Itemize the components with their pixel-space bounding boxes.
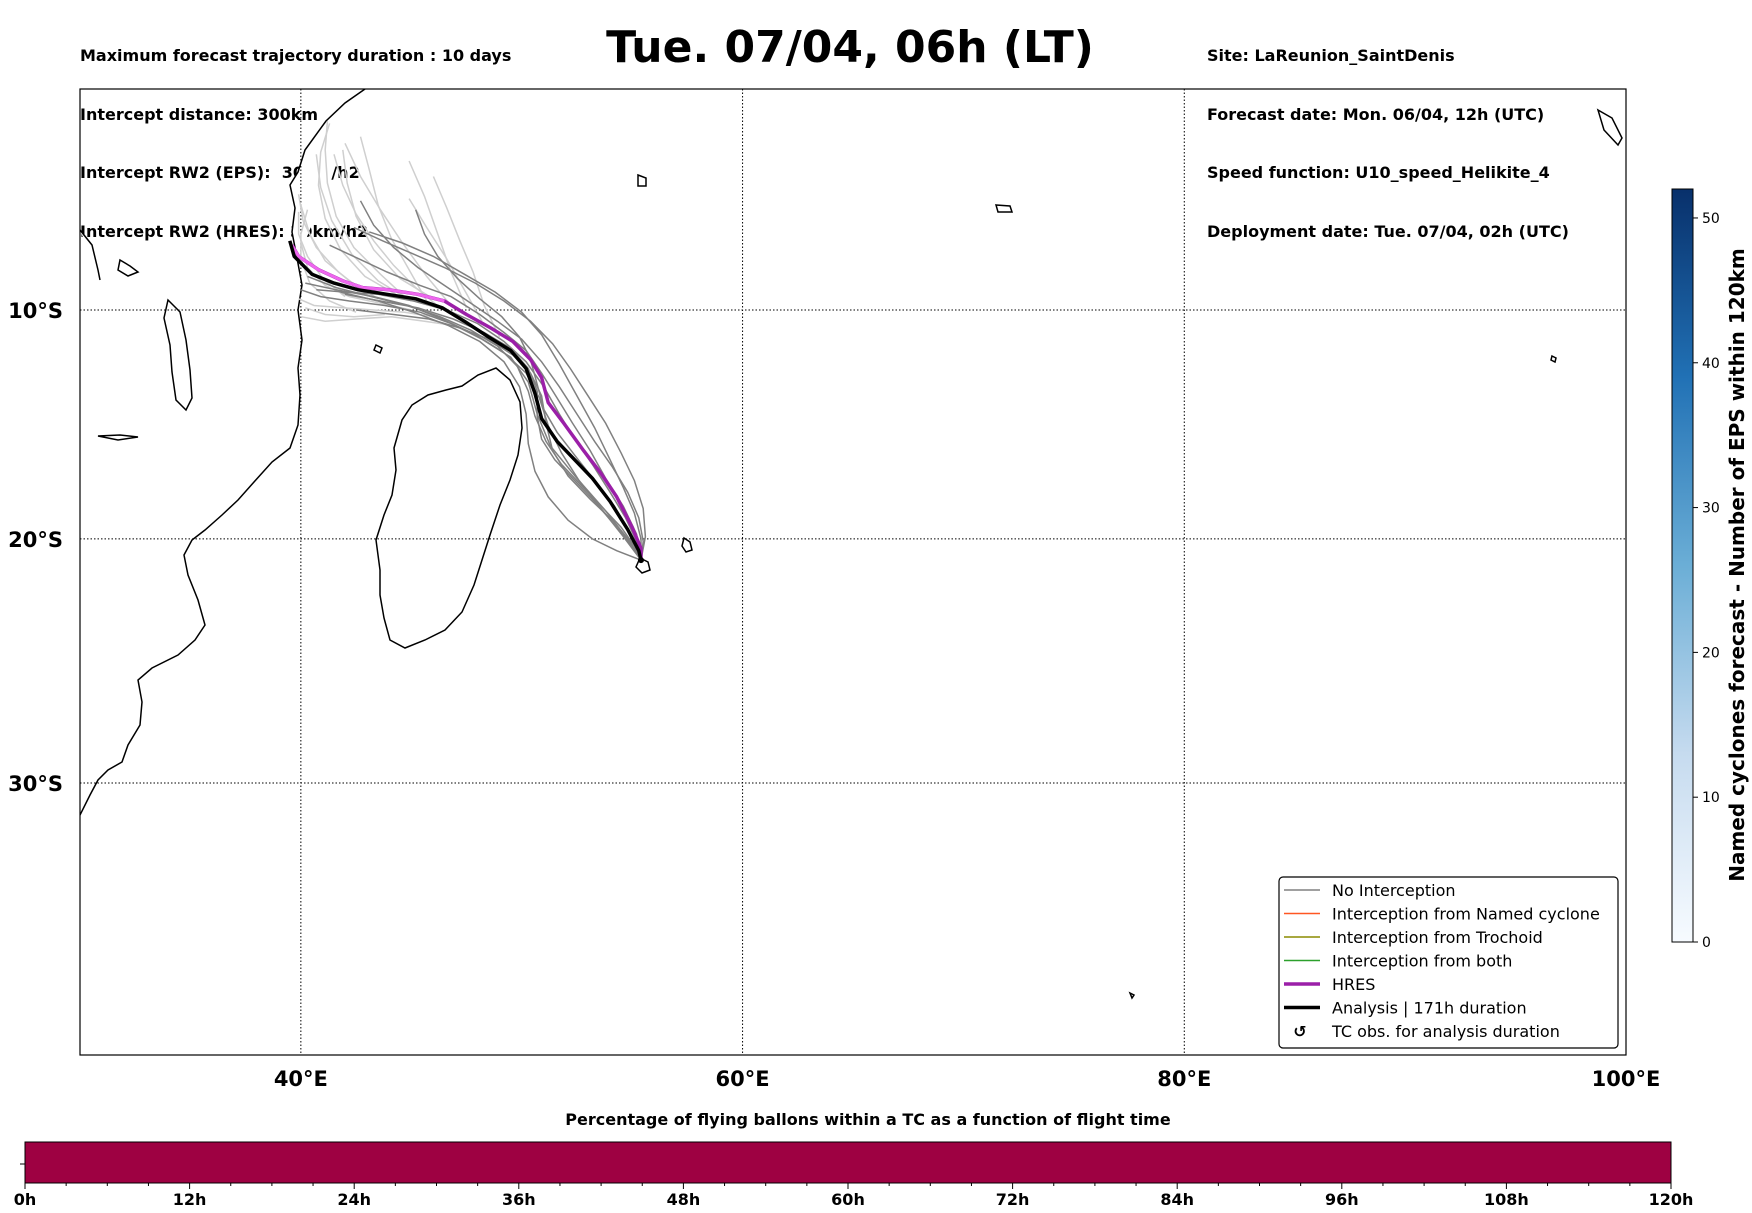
ensemble-faded-track [300, 209, 357, 313]
colorbar-gradient [1671, 188, 1694, 943]
ensemble-faded-track [317, 123, 397, 295]
flight-time-tick-label: 12h [173, 1190, 207, 1209]
ensemble-faded-track [344, 142, 452, 306]
comoros-island [373, 343, 383, 355]
ensemble-no-interception-track [353, 226, 647, 561]
x-tick-label: 40°E [274, 1067, 328, 1091]
ensemble-faded-track [359, 136, 428, 302]
ensemble-faded-track [300, 315, 456, 327]
legend: No Interception Interception from Named c… [1278, 876, 1619, 1049]
ensemble-faded-track [342, 149, 434, 300]
flight-time-tick-label: 36h [502, 1190, 536, 1209]
colorbar-label: Named cyclones forecast - Number of EPS … [1725, 248, 1749, 882]
colorbar-tick-label: 50 [1702, 211, 1720, 227]
trajectories [288, 121, 647, 564]
legend-box [1278, 876, 1619, 1049]
legend-entry-label: No Interception [1332, 881, 1456, 900]
flight-time-title: Percentage of flying ballons within a TC… [565, 1110, 1171, 1129]
legend-swatch-marker: ↺ [1293, 1022, 1306, 1041]
flight-time-tick-label: 48h [667, 1190, 701, 1209]
colorbar-tick-label: 0 [1702, 935, 1711, 951]
island-chagos [994, 204, 1014, 213]
legend-entry-label: Interception from Trochoid [1332, 928, 1543, 947]
island-east [1550, 354, 1557, 364]
legend-entry-label: TC obs. for analysis duration [1331, 1022, 1560, 1041]
flight-time-tick-label: 108h [1484, 1190, 1529, 1209]
legend-entry-label: HRES [1332, 975, 1375, 994]
lake-outline-2 [117, 258, 140, 277]
ensemble-faded-track [315, 154, 412, 302]
info-line: Deployment date: Tue. 07/04, 02h (UTC) [1207, 221, 1569, 241]
legend-entry-label: Interception from both [1332, 952, 1512, 971]
seychelles-island [637, 173, 647, 187]
hres-track-tail [290, 244, 445, 303]
ensemble-no-interception-track [307, 275, 642, 561]
lake-outline [163, 298, 193, 412]
flight-time-tick-label: 24h [337, 1190, 371, 1209]
info-line: Speed function: U10_speed_Helikite_4 [1207, 163, 1550, 182]
flight-time-tick-label: 120h [1649, 1190, 1694, 1209]
ensemble-faded-track [408, 160, 468, 309]
y-tick-label: 30°S [8, 772, 63, 796]
flight-time-colorbar [24, 1141, 1672, 1184]
africa-coastline [80, 89, 366, 816]
ensemble-faded-track [297, 194, 368, 295]
colorbar-tick-label: 40 [1702, 356, 1720, 372]
flight-time-tick-label: 96h [1325, 1190, 1359, 1209]
ensemble-faded-track [298, 298, 434, 318]
info-line: Maximum forecast trajectory duration : 1… [80, 46, 512, 65]
launch-site-marker [637, 557, 644, 564]
map-coastlines [80, 89, 1623, 1000]
vertical-colorbar: Named cyclones forecast - Number of EPS … [1671, 188, 1749, 951]
colorbar-tick-label: 30 [1702, 501, 1720, 517]
colorbar-tick-label: 10 [1702, 790, 1720, 806]
x-tick-label: 80°E [1157, 1067, 1211, 1091]
info-line: Site: LaReunion_SaintDenis [1207, 46, 1455, 65]
ensemble-faded-track [408, 198, 483, 322]
y-tick-label: 20°S [8, 528, 63, 552]
ensemble-faded-track [305, 307, 385, 318]
flight-time-tick-label: 60h [831, 1190, 865, 1209]
arabia-coastline [80, 229, 101, 281]
map-grid [80, 89, 1626, 1055]
analysis-track [288, 240, 643, 561]
ensemble-faded-track [324, 121, 408, 300]
legend-entry-label: Analysis | 171h duration [1332, 999, 1527, 1018]
flight-time-tick-label: 72h [996, 1190, 1030, 1209]
legend-entry-label: Interception from Named cyclone [1332, 905, 1600, 924]
madagascar-coastline [375, 367, 523, 649]
ensemble-no-interception-track [340, 291, 642, 561]
map-frame [79, 88, 1627, 1056]
flight-time-tick-label: 0h [14, 1190, 37, 1209]
info-line: Intercept distance: 300km [80, 104, 319, 124]
header-info-right: Site: LaReunion_SaintDenis Forecast date… [1207, 7, 1569, 261]
x-tick-label: 60°E [716, 1067, 770, 1091]
colorbar-tick-label: 20 [1702, 645, 1720, 661]
axis-tick-labels: 40°E 60°E 80°E 100°E 10°S 20°S 30°S [8, 299, 1660, 1091]
chart-title: Tue. 07/04, 06h (LT) [606, 22, 1094, 73]
x-tick-label: 100°E [1592, 1067, 1661, 1091]
island-kerguelen [1128, 991, 1136, 1000]
flight-time-bar: Percentage of flying ballons within a TC… [14, 1110, 1694, 1209]
ensemble-faded-track [333, 154, 441, 309]
ensemble-no-interception-track [359, 200, 644, 561]
island-north-east [1596, 108, 1623, 147]
info-line: Intercept RW2 (HRES): 30km/h2 [80, 221, 369, 241]
info-line: Forecast date: Mon. 06/04, 12h (UTC) [1207, 104, 1545, 124]
flight-time-tick-label: 84h [1160, 1190, 1194, 1209]
y-tick-label: 10°S [8, 299, 63, 323]
ensemble-faded-track [432, 176, 501, 338]
mauritius-island [681, 536, 693, 553]
lake-outline-3 [97, 434, 139, 441]
